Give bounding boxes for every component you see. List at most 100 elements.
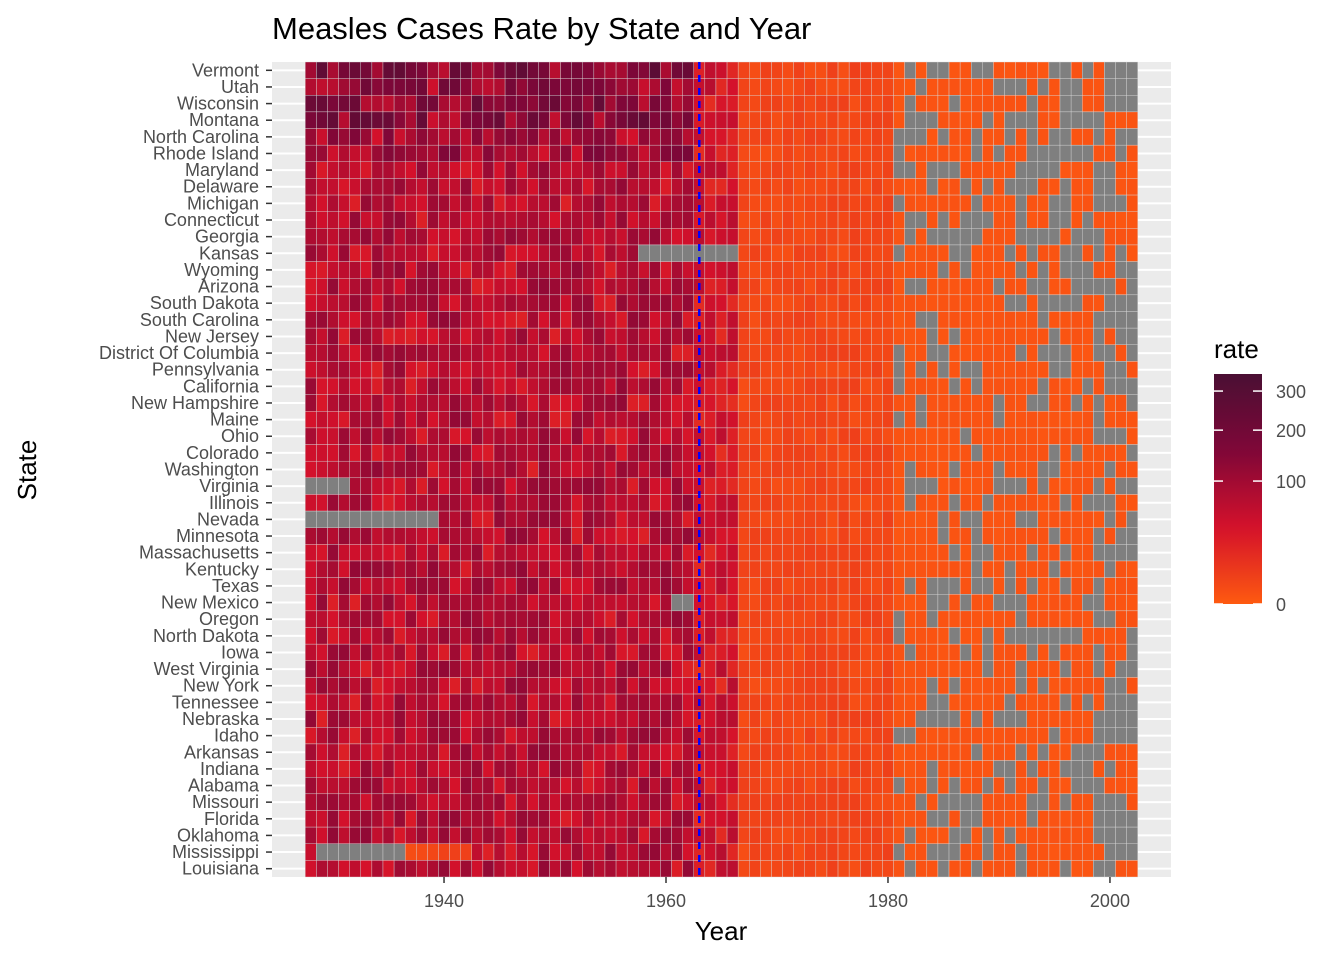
heatmap-tile — [937, 544, 950, 562]
heatmap-tile — [1059, 344, 1072, 362]
heatmap-tile — [1126, 477, 1138, 495]
heatmap-tile — [948, 777, 961, 795]
y-tick-label: South Dakota — [150, 293, 260, 313]
heatmap-tile — [1059, 860, 1072, 878]
heatmap-tile — [726, 810, 739, 828]
heatmap-tile — [1026, 95, 1039, 113]
heatmap-tile — [626, 727, 639, 745]
heatmap-tile — [893, 610, 905, 628]
heatmap-tile — [837, 327, 850, 345]
heatmap-tile — [438, 128, 450, 146]
heatmap-tile — [760, 527, 772, 545]
heatmap-tile — [560, 777, 572, 795]
heatmap-tile — [604, 327, 617, 345]
heatmap-tile — [704, 95, 717, 113]
heatmap-tile — [404, 710, 417, 728]
heatmap-tile — [416, 710, 428, 728]
heatmap-tile — [793, 95, 805, 113]
heatmap-tile — [993, 727, 1005, 745]
heatmap-tile — [593, 643, 606, 661]
heatmap-tile — [871, 544, 883, 562]
heatmap-tile — [871, 377, 883, 395]
heatmap-tile — [393, 477, 406, 495]
heatmap-tile — [1093, 228, 1105, 246]
heatmap-tile — [959, 194, 972, 212]
heatmap-tile — [338, 810, 350, 828]
heatmap-tile — [993, 444, 1005, 462]
heatmap-tile — [671, 560, 683, 578]
heatmap-tile — [527, 194, 539, 212]
heatmap-tile — [1093, 278, 1105, 296]
y-tick-label: Texas — [212, 576, 259, 596]
heatmap-tile — [416, 377, 428, 395]
heatmap-tile — [549, 427, 561, 445]
heatmap-tile — [837, 677, 850, 695]
heatmap-tile — [915, 810, 928, 828]
heatmap-tile — [1059, 361, 1072, 379]
heatmap-tile — [993, 527, 1005, 545]
heatmap-tile — [826, 294, 839, 312]
heatmap-tile — [804, 743, 817, 761]
heatmap-tile — [338, 577, 350, 595]
heatmap-tile — [349, 760, 361, 778]
heatmap-tile — [1126, 261, 1138, 279]
heatmap-tile — [1015, 278, 1027, 296]
heatmap-tile — [726, 78, 739, 96]
heatmap-tile — [1104, 178, 1116, 196]
heatmap-tile — [316, 510, 328, 528]
heatmap-tile — [1093, 577, 1105, 595]
heatmap-tile — [915, 394, 928, 412]
heatmap-tile — [1026, 344, 1039, 362]
heatmap-tile — [504, 361, 517, 379]
heatmap-tile — [959, 361, 972, 379]
heatmap-tile — [582, 527, 595, 545]
x-tick-label: 1960 — [646, 891, 686, 911]
heatmap-tile — [749, 544, 761, 562]
heatmap-tile — [349, 344, 361, 362]
heatmap-tile — [393, 660, 406, 678]
heatmap-tile — [549, 643, 561, 661]
heatmap-tile — [1126, 843, 1138, 861]
heatmap-tile — [982, 411, 994, 429]
heatmap-tile — [649, 95, 661, 113]
heatmap-tile — [305, 527, 317, 545]
heatmap-tile — [382, 710, 395, 728]
heatmap-tile — [959, 228, 972, 246]
heatmap-tile — [726, 477, 739, 495]
heatmap-tile — [948, 527, 961, 545]
heatmap-tile — [438, 261, 450, 279]
heatmap-tile — [971, 78, 983, 96]
heatmap-tile — [515, 826, 528, 844]
heatmap-tile — [1004, 394, 1016, 412]
heatmap-tile — [660, 577, 672, 595]
heatmap-tile — [893, 111, 905, 129]
heatmap-tile — [1093, 627, 1105, 645]
heatmap-tile — [837, 810, 850, 828]
heatmap-tile — [826, 460, 839, 479]
heatmap-tile — [804, 211, 817, 229]
heatmap-tile — [560, 228, 572, 246]
heatmap-tile — [1048, 211, 1061, 229]
heatmap-tile — [749, 843, 761, 861]
heatmap-tile — [638, 128, 650, 146]
heatmap-tile — [549, 627, 561, 645]
heatmap-tile — [1048, 810, 1061, 828]
heatmap-tile — [971, 211, 983, 229]
heatmap-tile — [560, 743, 572, 761]
heatmap-tile — [1037, 810, 1050, 828]
heatmap-tile — [948, 228, 961, 246]
heatmap-tile — [871, 743, 883, 761]
heatmap-tile — [971, 793, 983, 811]
heatmap-tile — [1093, 777, 1105, 795]
heatmap-tile — [1126, 344, 1138, 362]
heatmap-tile — [760, 810, 772, 828]
heatmap-tile — [316, 627, 328, 645]
heatmap-tile — [438, 377, 450, 395]
heatmap-tile — [971, 743, 983, 761]
heatmap-tile — [305, 344, 317, 362]
heatmap-tile — [915, 677, 928, 695]
heatmap-tile — [1093, 544, 1105, 562]
heatmap-tile — [327, 361, 339, 379]
heatmap-tile — [504, 660, 517, 678]
heatmap-tile — [871, 411, 883, 429]
